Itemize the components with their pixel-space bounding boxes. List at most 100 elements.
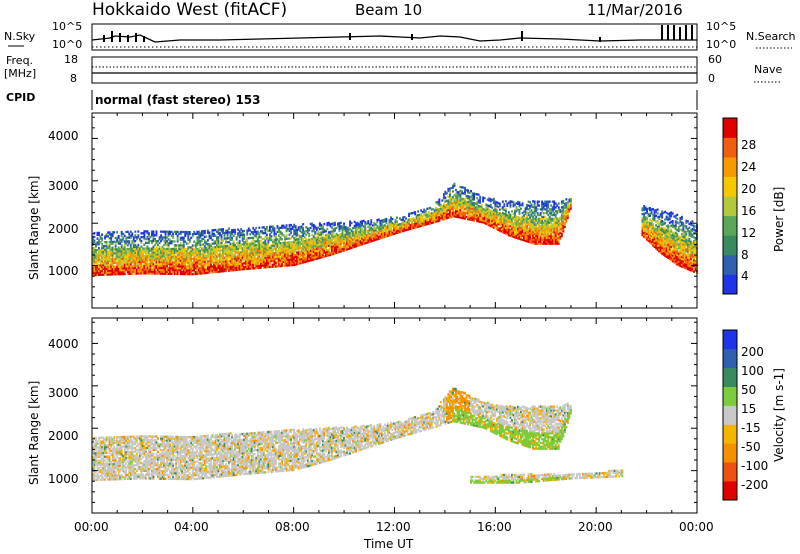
power-cell [154,238,156,241]
power-cell [562,215,565,218]
power-cell [480,220,483,224]
power-cell [329,223,332,226]
power-cell [326,243,329,246]
power-cell [399,225,401,228]
power-cell [110,261,113,265]
power-cell [489,198,492,201]
power-cell [293,254,296,257]
power-cell [276,261,279,264]
power-cell [114,250,117,253]
power-cell [459,193,462,196]
power-cell [134,272,137,275]
power-cell [297,243,300,246]
power-cell [530,241,533,244]
power-cell [309,240,312,243]
power-cell [228,269,230,272]
power-cell [241,239,244,242]
power-cell [341,249,344,252]
power-cell [234,228,237,232]
power-cell [213,250,215,253]
power-cell [278,259,280,262]
power-cell [526,240,528,243]
power-cell [352,240,354,243]
power-cell [222,252,224,256]
power-cell [120,261,123,264]
power-cell [210,261,212,265]
power-cell [281,249,283,252]
power-cell [190,255,193,259]
power-cell [662,245,665,249]
power-cell [545,208,548,211]
power-cell [179,261,182,264]
power-cell [323,249,326,252]
power-cell [285,245,288,248]
power-cell [167,261,170,264]
power-cell [498,202,501,205]
power-cell [462,217,465,220]
power-cell [509,205,512,209]
power-cell [149,253,152,256]
power-cell [210,248,212,251]
power-cell [161,253,164,256]
power-cell [433,220,436,224]
power-cell [320,254,323,257]
power-cell [172,249,175,253]
power-cell [241,264,244,267]
power-cell [445,199,448,203]
power-cell [154,259,156,262]
power-cell [661,237,664,240]
power-cell [299,243,302,246]
power-cell [101,265,103,269]
power-cell [163,261,165,264]
power-cell [178,259,181,262]
power-cell [503,218,506,221]
noise-left-label: N.Sky [4,30,36,43]
power-cell [241,256,244,259]
power-cell [332,235,335,238]
power-cell [536,213,539,217]
power-cell [223,260,226,263]
power-cell [110,258,113,261]
power-cell [643,216,645,219]
power-cell [541,219,544,222]
power-cell [455,204,457,207]
power-cell [373,233,376,236]
power-cell [436,210,439,213]
power-cell [323,240,326,243]
power-cell [347,238,350,241]
power-cell [643,231,645,234]
power-cell [269,265,271,269]
power-cell [658,223,661,226]
power-cell [667,241,670,244]
power-cell [243,235,246,238]
noise-right-tick-top: 10^5 [706,20,736,33]
power-cell [529,225,531,229]
power-cell [551,223,554,226]
power-cell [523,210,525,213]
power-cell [117,257,120,260]
power-cell [435,207,438,210]
power-cell [497,202,500,205]
power-cell [445,205,448,208]
power-cell [111,240,114,244]
power-cell [504,230,507,233]
power-cell [163,266,165,270]
power-cell [179,230,182,234]
power-cell [217,255,220,258]
power-cell [390,222,392,225]
power-cell [240,243,243,246]
power-cell [250,255,253,259]
power-cell [308,252,311,255]
power-cell [439,205,442,208]
power-cell [146,251,149,254]
power-cell [641,226,644,229]
power-cell [255,226,258,230]
power-cell [424,219,427,222]
power-cell [394,232,397,235]
power-cell [556,238,559,241]
power-cell [132,264,135,268]
power-cell [213,269,215,272]
power-cell [135,245,138,248]
power-cell [492,213,495,216]
power-cell [346,232,348,236]
